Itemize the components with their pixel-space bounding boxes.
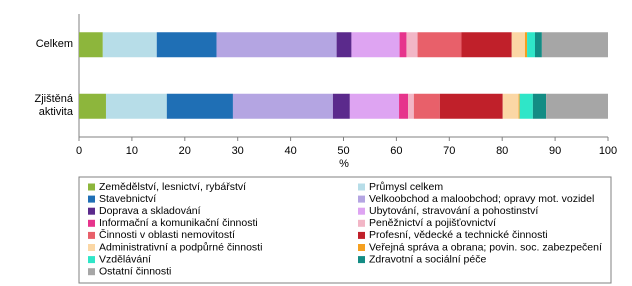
- legend-swatch: [88, 183, 95, 191]
- bar-segment: [524, 32, 528, 58]
- x-tick-label: 100: [599, 145, 617, 157]
- bar-segment: [417, 32, 462, 58]
- bar-segment: [541, 32, 608, 58]
- x-tick-label: 0: [76, 145, 82, 157]
- legend-swatch: [88, 256, 95, 264]
- legend-swatch: [88, 231, 95, 239]
- legend-swatch: [358, 244, 365, 251]
- bar-segment: [408, 93, 414, 119]
- legend-box: [78, 176, 612, 284]
- x-tick-label: 60: [390, 145, 402, 157]
- x-tick-label: 90: [549, 145, 561, 157]
- bar-segment: [511, 32, 525, 58]
- legend-label: Profesní, vědecké a technické činnosti: [369, 229, 548, 241]
- legend-label: Činnosti v oblasti nemovitostí: [99, 228, 235, 241]
- bar-segment: [332, 93, 350, 119]
- y-tick-label: Celkem: [35, 38, 73, 51]
- x-tick-label: 30: [232, 145, 244, 157]
- legend-swatch: [358, 183, 365, 191]
- legend-swatch: [358, 195, 365, 203]
- bar-segment: [399, 93, 409, 119]
- bar-segment: [534, 32, 542, 58]
- x-tick-label: 80: [496, 145, 508, 157]
- y-tick-label: Zjištěná aktivita: [34, 93, 73, 119]
- bar-segment: [336, 32, 352, 58]
- bar-segment: [79, 32, 103, 58]
- x-tick-label: 70: [443, 145, 455, 157]
- bar-segment: [406, 32, 418, 58]
- legend-label: Ostatní činnosti: [99, 265, 171, 277]
- legend-swatch: [358, 219, 365, 227]
- legend-label: Vzdělávání: [99, 253, 151, 265]
- bar-segment: [79, 93, 106, 119]
- bar-segment: [546, 93, 608, 119]
- x-axis-label: %: [339, 158, 349, 170]
- bar-segment: [519, 93, 533, 119]
- bar-segment: [461, 32, 512, 58]
- legend-label: Velkoobchod a maloobchod; opravy mot. vo…: [369, 193, 594, 205]
- legend-swatch: [88, 207, 95, 215]
- bar-segment: [502, 93, 519, 119]
- x-tick-label: 50: [337, 145, 349, 157]
- x-tick-label: 40: [284, 145, 296, 157]
- bar-segment: [166, 93, 233, 119]
- legend-swatch: [358, 256, 365, 264]
- bar-segment: [156, 32, 217, 58]
- legend-label: Zemědělství, lesnictví, rybářství: [99, 181, 246, 193]
- legend-label: Zdravotní a sociální péče: [369, 253, 486, 265]
- legend-label: Veřejná správa a obrana; povin. soc. zab…: [369, 241, 602, 253]
- bar-segment: [527, 32, 535, 58]
- bar-segment: [532, 93, 547, 119]
- x-tick-label: 10: [126, 145, 138, 157]
- bar-segment: [102, 32, 157, 58]
- bar-segment: [518, 93, 520, 119]
- bar-segment: [351, 32, 400, 58]
- legend-label: Ubytování, stravování a pohostinství: [369, 205, 538, 217]
- bar-segment: [413, 93, 440, 119]
- legend-swatch: [88, 244, 95, 251]
- legend-label: Doprava a skladování: [99, 205, 201, 217]
- bar-segment: [439, 93, 503, 119]
- legend-swatch: [88, 268, 95, 276]
- legend-swatch: [358, 231, 365, 239]
- bar-segment: [232, 93, 333, 119]
- legend-label: Stavebnictví: [99, 193, 156, 205]
- bar-segment: [216, 32, 337, 58]
- legend-label: Informační a komunikační činnosti: [99, 217, 258, 229]
- bar-segment: [399, 32, 407, 58]
- legend-swatch: [88, 219, 95, 227]
- legend-label: Průmysl celkem: [369, 181, 443, 193]
- x-tick-label: 20: [179, 145, 191, 157]
- bar-segment: [105, 93, 167, 119]
- legend-swatch: [88, 195, 95, 203]
- bar-segment: [349, 93, 400, 119]
- legend-swatch: [358, 207, 365, 215]
- legend-label: Administrativní a podpůrné činnosti: [99, 241, 262, 253]
- legend-label: Peněžnictví a pojišťovnictví: [369, 217, 496, 229]
